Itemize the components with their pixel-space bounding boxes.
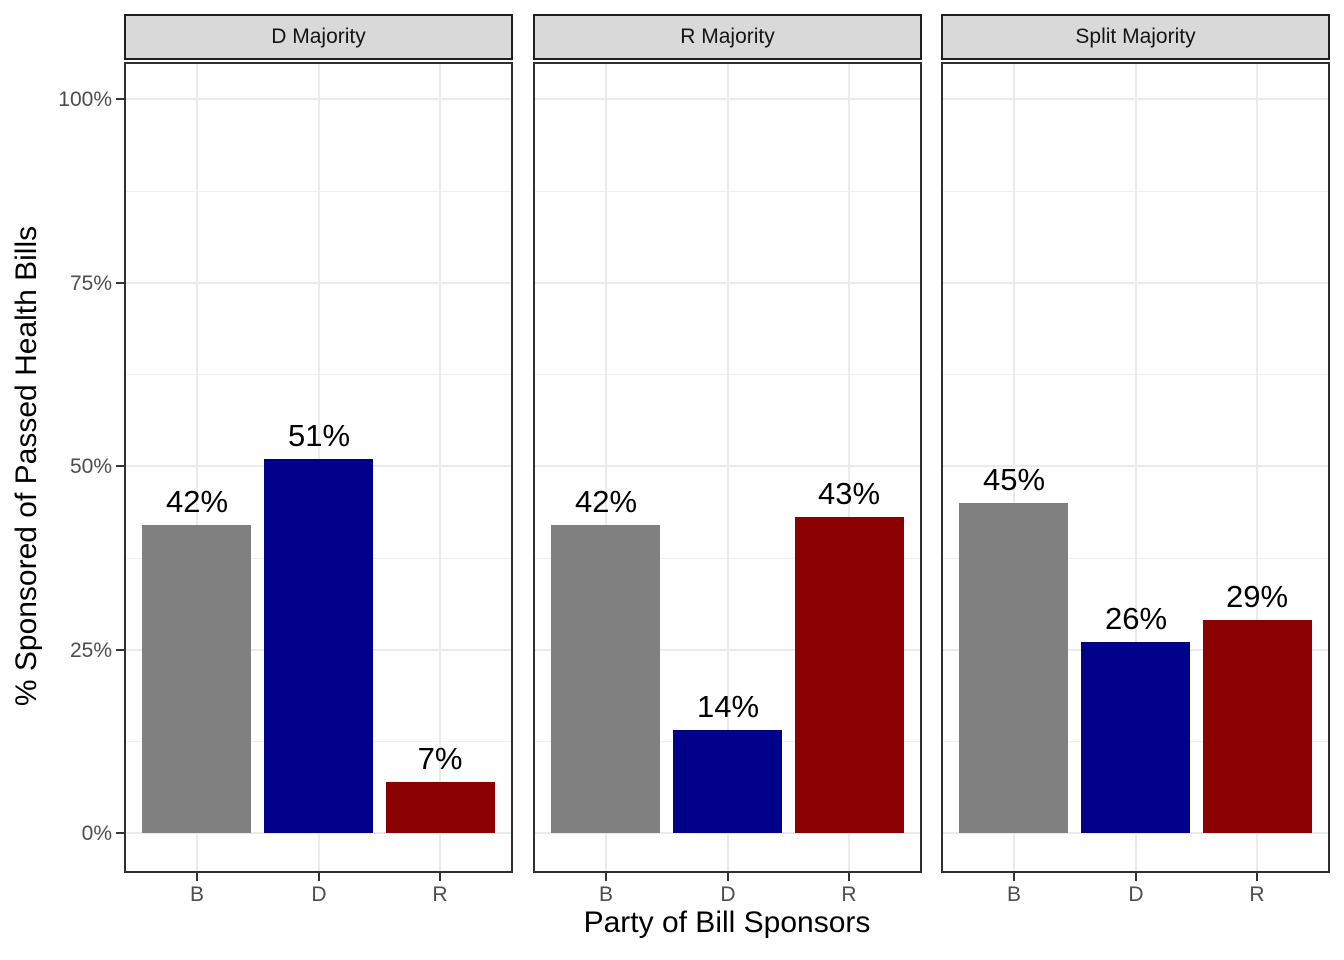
x-axis-tick-label: B: [1006, 883, 1021, 906]
x-axis-tick-label: D: [1128, 883, 1144, 906]
x-axis-tick: [848, 873, 850, 881]
bar-d-facet-3: [1081, 642, 1190, 833]
y-axis-tick: [116, 832, 124, 834]
y-axis-tick-label: 0%: [81, 822, 112, 845]
x-axis-tick: [1013, 873, 1015, 881]
y-axis-tick: [116, 648, 124, 651]
x-axis-tick-label: D: [311, 883, 327, 906]
bar-value-label: 14%: [696, 689, 760, 724]
bar-r-facet-2: [795, 517, 904, 833]
bar-value-label: 51%: [287, 418, 351, 453]
gridline-major-vertical: [1256, 64, 1258, 871]
y-axis-tick: [116, 98, 124, 100]
x-axis-title: Party of Bill Sponsors: [583, 906, 871, 939]
gridline-major-vertical: [1135, 64, 1137, 871]
bar-value-label: 45%: [982, 462, 1046, 497]
gridline-major-vertical: [848, 64, 850, 871]
facet-strip: R Majority: [533, 14, 922, 60]
bar-d-facet-2: [673, 730, 782, 833]
x-axis-tick: [727, 873, 729, 881]
x-axis-tick: [1135, 873, 1137, 881]
x-axis-tick: [439, 873, 441, 881]
y-axis-tick: [116, 465, 124, 467]
y-axis-tick: [116, 281, 124, 284]
facet-strip: D Majority: [124, 14, 513, 60]
bar-value-label: 29%: [1225, 579, 1289, 614]
y-axis-tick-label: 75%: [69, 271, 112, 295]
bar-value-label: 42%: [165, 484, 229, 519]
x-axis-tick-label: R: [432, 883, 448, 906]
bar-b-facet-3: [959, 503, 1068, 833]
y-axis-tick-label: 100%: [58, 88, 112, 111]
x-axis-tick: [605, 873, 607, 881]
x-axis-tick: [1256, 873, 1258, 881]
bar-b-facet-1: [142, 525, 251, 833]
y-axis-tick-label: 50%: [69, 455, 112, 478]
y-axis-tick-label: 25%: [69, 638, 112, 662]
bar-d-facet-1: [264, 459, 373, 833]
gridline-major-vertical: [196, 64, 198, 871]
bar-value-label: 7%: [417, 741, 463, 776]
gridline-major-vertical: [605, 64, 607, 871]
gridline-major-vertical: [1013, 64, 1015, 871]
bar-r-facet-1: [386, 782, 495, 833]
gridline-major-vertical: [439, 64, 441, 871]
bar-value-label: 43%: [817, 476, 881, 511]
x-axis-tick-label: R: [841, 883, 857, 906]
bar-value-label: 42%: [574, 484, 638, 519]
x-axis-tick: [196, 873, 198, 881]
facet-strip: Split Majority: [941, 14, 1330, 60]
x-axis-tick-label: B: [189, 883, 204, 906]
x-axis-tick: [318, 873, 320, 881]
bar-b-facet-2: [551, 525, 660, 833]
gridline-major-vertical: [727, 64, 729, 871]
x-axis-tick-label: D: [720, 883, 736, 906]
bar-r-facet-3: [1203, 620, 1312, 833]
bar-value-label: 26%: [1104, 601, 1168, 636]
x-axis-tick-label: R: [1249, 883, 1265, 906]
x-axis-tick-label: B: [598, 883, 613, 906]
